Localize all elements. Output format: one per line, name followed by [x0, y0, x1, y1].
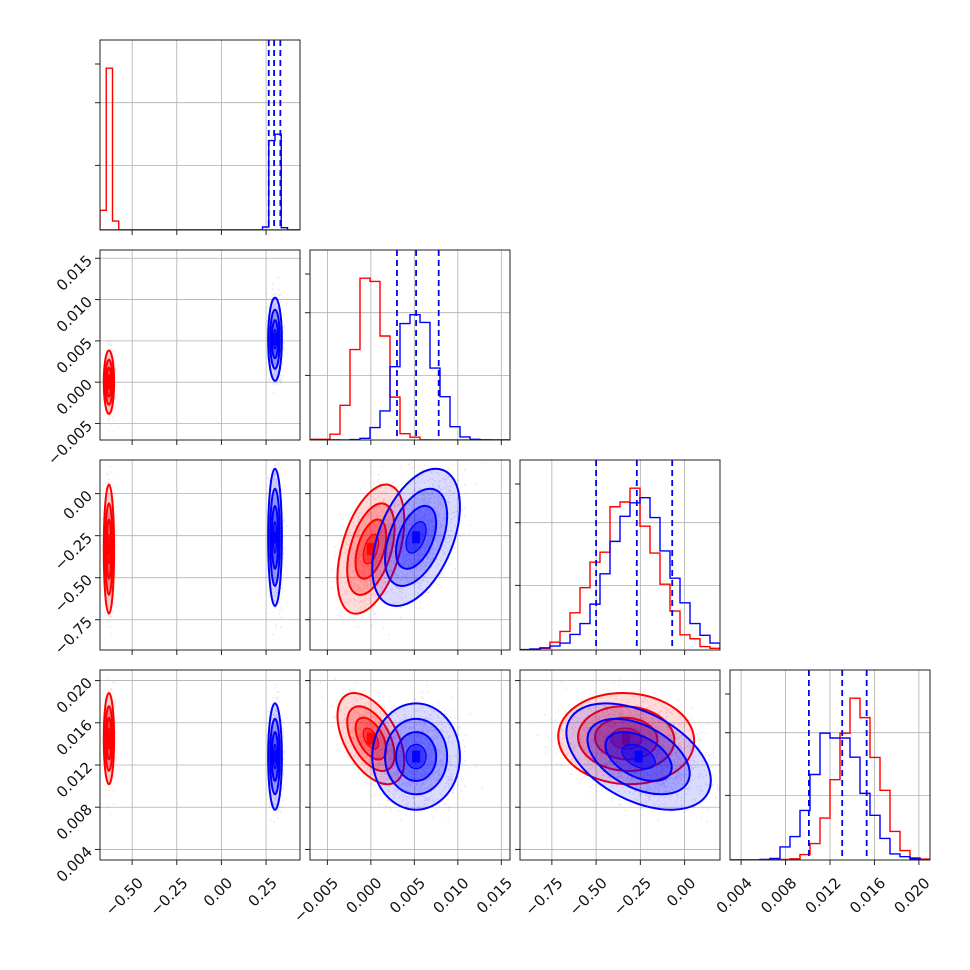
y-tick-label-4-4: 0.016	[53, 716, 96, 759]
scatter-panel-4-3	[515, 669, 721, 865]
x-tick-label-1-2: −0.25	[146, 874, 191, 919]
blue-peak-3-1	[271, 531, 279, 544]
y-tick-label-4-1: 0.004	[53, 843, 96, 886]
scatter-panel-3-1	[95, 459, 301, 655]
histogram-panel-3	[515, 459, 721, 655]
y-tick-label-3-4: 0.00	[60, 487, 96, 523]
blue-histogram-3	[520, 496, 720, 650]
x-tick-label-4-1: 0.004	[713, 874, 756, 917]
red-peak-4-2	[366, 732, 375, 745]
y-tick-label-2-4: 0.010	[53, 293, 96, 336]
x-tick-label-4-3: 0.012	[802, 874, 845, 917]
y-tick-label-3-3: −0.25	[51, 529, 96, 574]
blue-samples-4-2	[359, 684, 484, 823]
x-tick-label-3-4: 0.00	[663, 874, 699, 910]
x-tick-label-1-3: 0.00	[200, 874, 236, 910]
y-tick-label-4-5: 0.020	[53, 674, 96, 717]
x-tick-label-2-1: −0.005	[290, 874, 342, 926]
x-tick-label-2-2: 0.000	[343, 874, 386, 917]
x-tick-label-1-4: 0.25	[244, 874, 280, 910]
red-histogram-3	[520, 487, 720, 650]
blue-histogram-4	[730, 732, 930, 860]
blue-peak-3-2	[412, 531, 421, 544]
histogram-panel-1	[95, 39, 301, 235]
x-tick-label-4-2: 0.008	[757, 874, 800, 917]
x-tick-label-3-3: −0.25	[610, 874, 655, 919]
blue-peak-2-1	[271, 333, 279, 346]
red-histogram-2	[310, 277, 510, 440]
blue-peak-4-3	[634, 750, 643, 763]
histogram-panel-4	[725, 669, 931, 865]
scatter-panel-2-1	[95, 249, 301, 445]
x-tick-label-2-3: 0.005	[386, 874, 429, 917]
red-peak-3-1	[104, 543, 113, 556]
scatter-panel-4-1	[95, 669, 301, 865]
blue-peak-4-2	[412, 750, 421, 763]
y-tick-label-2-5: 0.015	[53, 252, 96, 295]
x-tick-label-2-4: 0.010	[429, 874, 472, 917]
scatter-panel-3-2	[305, 459, 511, 655]
scatter-panel-4-2	[305, 669, 511, 865]
y-tick-label-3-2: −0.50	[51, 571, 96, 616]
red-peak-3-2	[366, 543, 375, 556]
blue-peak-4-1	[271, 750, 279, 763]
x-tick-label-4-5: 0.020	[891, 874, 934, 917]
x-tick-label-3-1: −0.75	[521, 874, 566, 919]
y-tick-label-3-1: −0.75	[51, 613, 96, 658]
red-peak-4-3	[622, 732, 631, 745]
y-tick-label-2-3: 0.005	[53, 334, 96, 377]
histogram-panel-2	[305, 249, 511, 445]
red-peak-2-1	[104, 376, 113, 389]
x-tick-label-1-1: −0.50	[102, 874, 147, 919]
x-tick-label-3-2: −0.50	[566, 874, 611, 919]
blue-samples-3-2	[359, 460, 484, 636]
y-tick-label-4-3: 0.012	[53, 758, 96, 801]
red-histogram-1	[100, 67, 300, 230]
y-tick-label-2-2: 0.000	[53, 375, 96, 418]
y-tick-label-2-1: −0.005	[44, 417, 96, 469]
red-peak-4-1	[104, 732, 113, 745]
blue-histogram-1	[100, 133, 300, 230]
x-tick-label-2-5: 0.015	[473, 874, 516, 917]
y-tick-label-4-2: 0.008	[53, 801, 96, 844]
x-tick-label-4-4: 0.016	[846, 874, 889, 917]
